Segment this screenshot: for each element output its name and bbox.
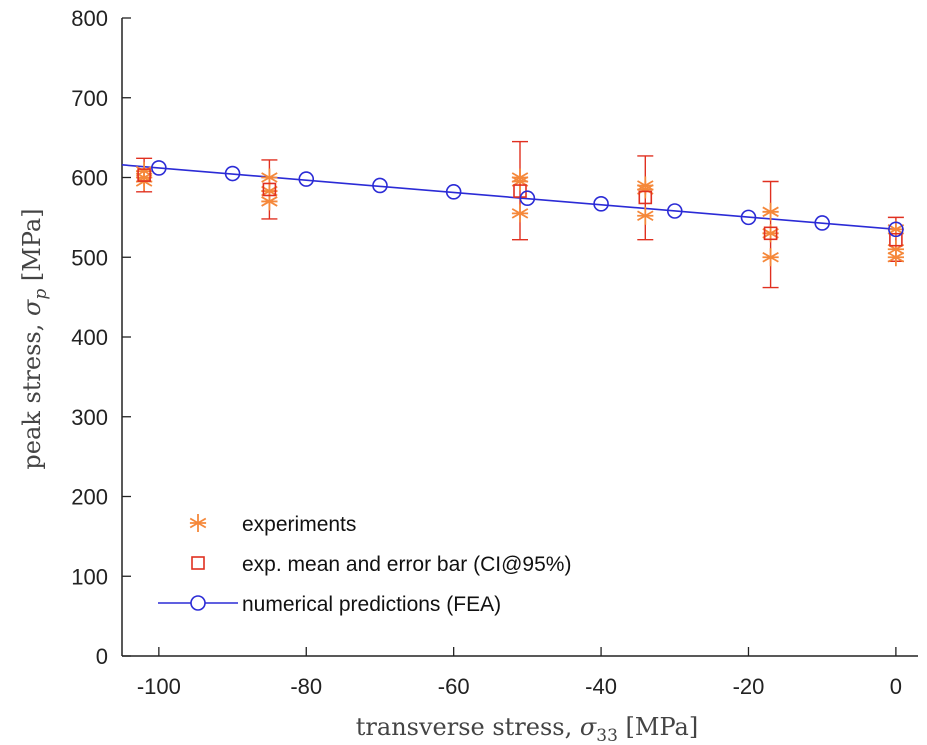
legend-label-experiments: experiments <box>242 513 356 536</box>
x-axis: -100 -80 -60 -40 -20 0 <box>137 647 902 699</box>
fea-point <box>151 160 167 176</box>
legend-square <box>191 556 205 570</box>
y-tick-label: 600 <box>71 166 108 191</box>
legend-item-fea: numerical predictions (FEA) <box>158 593 501 616</box>
series-layer <box>121 140 905 289</box>
fea-point <box>224 165 241 182</box>
x-tick-label: -40 <box>585 674 617 699</box>
legend-label-mean: exp. mean and error bar (CI@95%) <box>242 553 571 576</box>
y-axis-label: peak stress, σp [MPa] <box>18 208 51 469</box>
y-axis: 0 100 200 300 400 500 600 700 800 <box>71 6 131 669</box>
legend-circle <box>190 595 206 611</box>
y-tick-label: 500 <box>71 245 108 270</box>
legend-item-mean: exp. mean and error bar (CI@95%) <box>191 553 571 576</box>
fea-point <box>298 171 315 187</box>
experiment-point <box>261 168 278 187</box>
y-tick-label: 300 <box>71 405 108 430</box>
x-tick-label: -80 <box>290 674 322 699</box>
y-tick-label: 400 <box>71 325 108 350</box>
x-axis-label: transverse stress, σ33 [MPa] <box>356 713 698 745</box>
x-tick-label: 0 <box>890 674 902 699</box>
legend: experiments exp. mean and error bar (CI@… <box>158 513 571 616</box>
fea-series-line <box>121 164 896 231</box>
y-tick-label: 100 <box>71 564 108 589</box>
experiment-point <box>637 180 654 199</box>
fea-point <box>888 221 904 238</box>
fea-point <box>372 177 388 194</box>
fea-point <box>814 215 830 231</box>
mean-point <box>262 182 277 197</box>
mean-point <box>763 226 778 241</box>
fea-point <box>593 196 609 212</box>
error-bar <box>512 140 528 241</box>
mean-point <box>889 232 903 247</box>
y-tick-label: 200 <box>71 485 108 510</box>
experiment-point <box>637 206 654 225</box>
legend-circle-line-icon <box>158 595 238 611</box>
legend-square-icon <box>191 556 205 570</box>
mean-point <box>638 190 653 205</box>
legend-label-fea: numerical predictions (FEA) <box>242 593 501 616</box>
x-tick-label: -20 <box>733 674 765 699</box>
x-tick-label: -60 <box>438 674 470 699</box>
fea-point <box>666 203 683 219</box>
x-tick-label: -100 <box>137 674 181 699</box>
fea-point <box>740 209 757 226</box>
experiment-point <box>261 192 278 211</box>
y-tick-label: 700 <box>71 86 108 111</box>
experiment-point <box>887 220 905 239</box>
experiment-point <box>762 202 779 221</box>
experiment-point <box>762 248 779 267</box>
experiment-point <box>887 248 905 267</box>
legend-item-experiments: experiments <box>189 513 356 536</box>
y-tick-label: 800 <box>71 6 108 31</box>
legend-asterisk-icon <box>189 514 207 532</box>
legend-asterisk <box>189 514 207 532</box>
fea-point <box>519 190 536 207</box>
mean-point <box>137 168 151 182</box>
y-tick-label: 0 <box>96 644 108 669</box>
fea-point <box>445 184 462 200</box>
experiment-point <box>511 204 529 223</box>
